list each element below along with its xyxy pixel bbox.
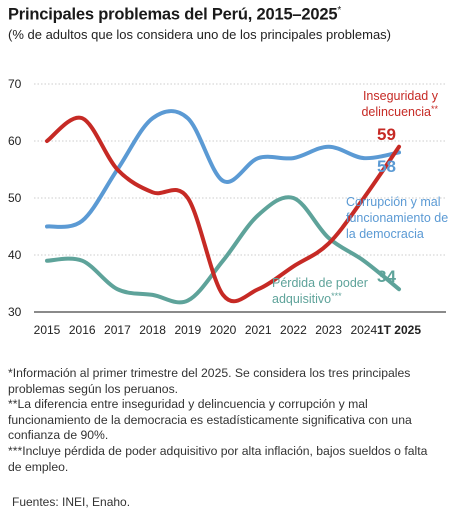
y-tick-label: 70 (8, 77, 22, 91)
x-tick-label: 2021 (245, 323, 272, 337)
x-tick-label: 2024 (350, 323, 377, 337)
series-name-label: Corrupción y mal funcionamiento de la demo… (346, 195, 448, 241)
x-tick-label: 2015 (34, 323, 61, 337)
y-tick-label: 60 (8, 134, 22, 148)
footnote: **La diferencia entre inseguridad y deli… (8, 397, 412, 443)
series-name-label: Pérdida de poder adquisitivo*** (272, 276, 368, 306)
series-line (45, 115, 401, 304)
series-line (45, 195, 401, 305)
y-tick-label: 40 (8, 248, 22, 262)
y-axis: 30 40 50 60 70 (8, 77, 22, 319)
chart-subtitle: (% de adultos que los considera uno de l… (8, 27, 391, 42)
x-tick-label: 2017 (104, 323, 131, 337)
x-tick-label: 2018 (139, 323, 166, 337)
series-name-label: Inseguridad y delincuencia** (361, 89, 438, 119)
x-tick-label: 2022 (280, 323, 307, 337)
y-tick-label: 30 (8, 305, 22, 319)
x-axis: 2015 2016 2017 2018 2019 2020 2021 2022 2023 2024… (34, 323, 422, 337)
series-end-value: 59 (377, 125, 396, 144)
series-end-value: 58 (377, 157, 396, 176)
x-tick-label: 2016 (69, 323, 96, 337)
x-tick-label: 2023 (315, 323, 342, 337)
x-tick-label: 2020 (210, 323, 237, 337)
series-end-value: 34 (377, 267, 396, 286)
x-tick-label: 1T 2025 (377, 323, 421, 337)
y-tick-label: 50 (8, 191, 22, 205)
x-tick-label: 2019 (174, 323, 201, 337)
source-text: Fuentes: INEI, Enaho. (12, 495, 131, 509)
footnotes: *Información al primer trimestre del 202… (8, 366, 443, 475)
series-labels: Inseguridad y delincuencia** 59 Corrupción … (272, 89, 448, 306)
footnote: ***Incluye pérdida de poder adquisitivo … (8, 443, 428, 474)
series-line (45, 109, 401, 229)
chart-grid (34, 83, 446, 313)
chart-title: Principales problemas del Perú, 2015–202… (8, 5, 342, 24)
footnote: *Información al primer trimestre del 202… (8, 366, 411, 396)
series-lines (45, 109, 401, 305)
